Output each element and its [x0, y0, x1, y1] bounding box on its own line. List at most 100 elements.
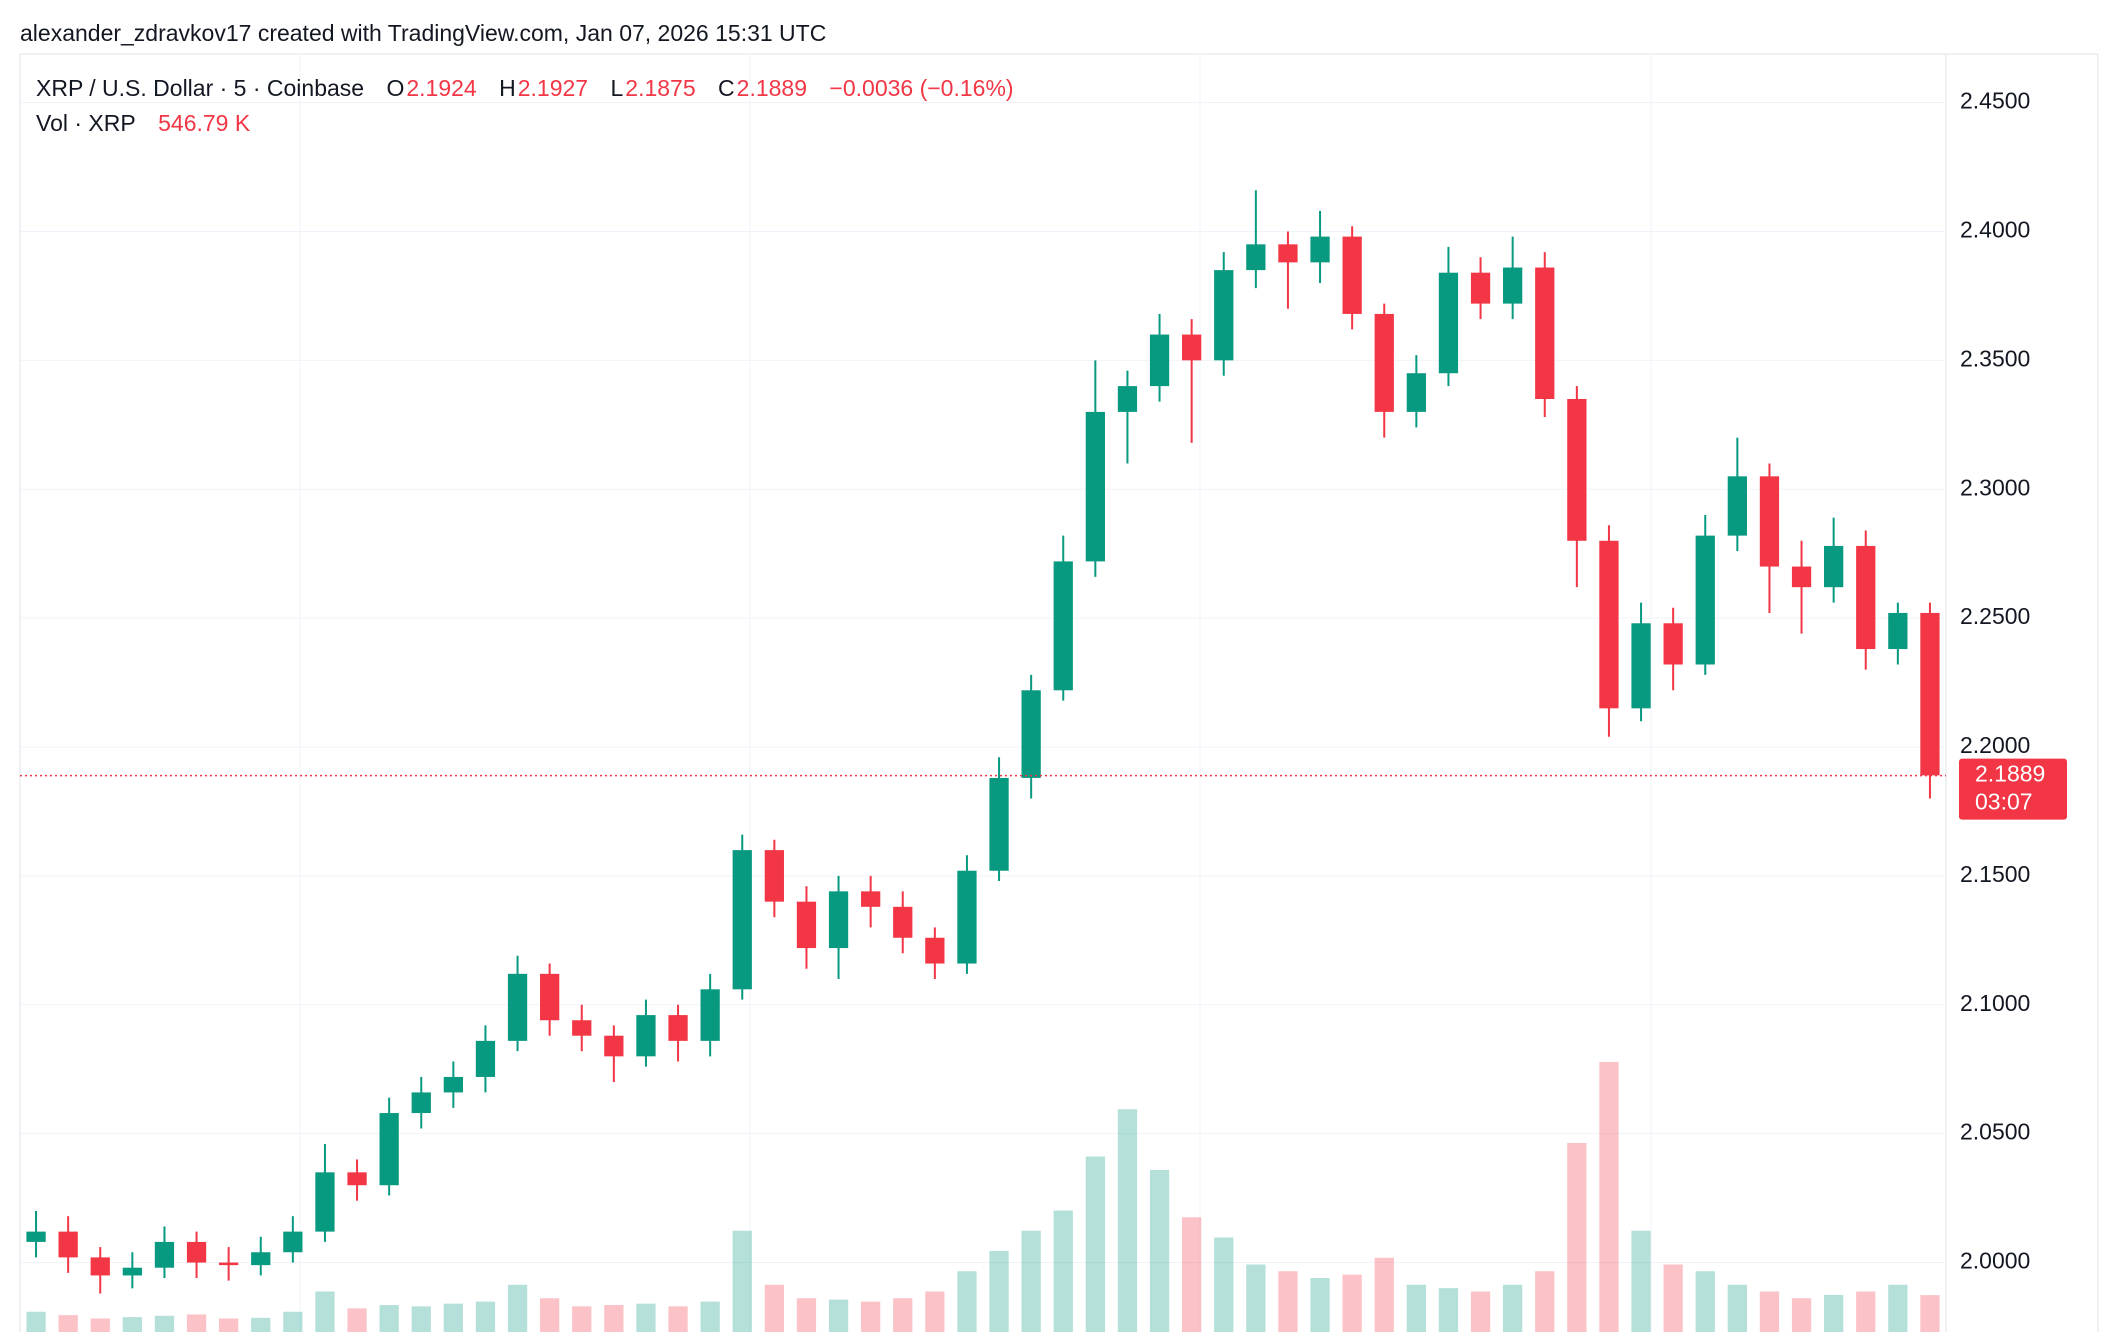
- volume-bar: [893, 1298, 913, 1332]
- y-tick-label: 2.3000: [1960, 474, 2030, 500]
- volume-bar: [957, 1271, 977, 1332]
- legend-c: C: [718, 75, 735, 101]
- volume-bar: [1727, 1284, 1747, 1332]
- candle-body: [1342, 236, 1362, 314]
- candle-body: [411, 1092, 431, 1114]
- candle-body: [1663, 623, 1683, 665]
- candle-body: [186, 1241, 207, 1263]
- candle-body: [90, 1257, 110, 1276]
- candle-body: [540, 973, 560, 1021]
- candle-body: [925, 937, 945, 964]
- candle-body: [989, 777, 1009, 871]
- volume-bar: [1214, 1237, 1234, 1332]
- candle-body: [796, 901, 817, 949]
- y-tick-label: 2.0500: [1960, 1119, 2030, 1145]
- candle-body: [1727, 476, 1747, 536]
- y-tick-label: 2.4000: [1960, 217, 2030, 243]
- volume-bar: [1920, 1295, 1940, 1332]
- candle-body: [58, 1231, 78, 1258]
- candle-body: [636, 1015, 656, 1057]
- candle-body: [1246, 244, 1266, 271]
- volume-bar: [1599, 1062, 1619, 1332]
- candle-body: [1791, 566, 1812, 588]
- header: alexander_zdravkov17 created with Tradin…: [20, 20, 827, 46]
- volume-bar: [315, 1291, 335, 1332]
- candle-body: [1824, 545, 1844, 588]
- candle-body: [1920, 612, 1940, 776]
- volume-bar: [443, 1303, 463, 1332]
- volume-bar: [122, 1317, 142, 1332]
- volume-bar: [540, 1298, 560, 1332]
- y-tick-label: 2.1000: [1960, 990, 2030, 1016]
- candle-body: [1695, 535, 1715, 665]
- candle-body: [443, 1076, 463, 1093]
- volume-bar: [283, 1311, 303, 1332]
- legend-l: L: [610, 75, 624, 101]
- candle-body: [1503, 267, 1523, 304]
- volume-legend: Vol · XRP 546.79 K: [36, 110, 252, 137]
- legend-h: H: [499, 75, 516, 101]
- candle-body: [700, 989, 720, 1041]
- volume-bar: [1695, 1271, 1715, 1332]
- candle-body: [1438, 272, 1459, 374]
- candle-body: [1053, 561, 1073, 691]
- candle-body: [475, 1040, 496, 1077]
- volume-bar: [925, 1291, 945, 1332]
- y-tick-label: 2.2000: [1960, 732, 2030, 758]
- volume-bar: [1278, 1271, 1298, 1332]
- volume-bar: [732, 1230, 752, 1332]
- volume-bar: [1053, 1210, 1073, 1332]
- candle-body: [283, 1231, 303, 1253]
- volume-bar: [1182, 1217, 1202, 1332]
- candle-body: [1599, 540, 1619, 709]
- candle-body: [1117, 386, 1138, 412]
- volume-bar: [1246, 1264, 1266, 1332]
- candle-body: [1888, 612, 1908, 650]
- chart-frame: [19, 53, 2099, 1332]
- candle-body: [315, 1172, 335, 1232]
- y-tick-label: 2.2500: [1960, 603, 2030, 629]
- candle-body: [764, 850, 784, 902]
- volume-bar: [604, 1305, 624, 1332]
- candle-body: [347, 1172, 367, 1186]
- volume-bar: [1824, 1294, 1844, 1332]
- volume-bar: [1791, 1298, 1812, 1332]
- volume-bar: [379, 1305, 399, 1332]
- symbol: XRP / U.S. Dollar · 5 · Coinbase: [36, 75, 365, 101]
- candle-body: [861, 891, 881, 907]
- volume-bar: [1503, 1284, 1523, 1332]
- candle-body: [1631, 623, 1651, 709]
- candle-body: [1535, 267, 1555, 399]
- y-tick-label: 2.0000: [1960, 1248, 2030, 1274]
- candle-body: [732, 850, 752, 990]
- volume-bar: [1021, 1230, 1041, 1332]
- candle-body: [1567, 399, 1587, 541]
- candle-body: [1759, 476, 1780, 567]
- volume-bar: [1438, 1288, 1459, 1332]
- legend-low: 2.1875: [625, 75, 696, 101]
- candle-body: [1149, 334, 1170, 387]
- candle-body: [1021, 690, 1041, 778]
- legend-high: 2.1927: [517, 75, 589, 101]
- volume-bar: [154, 1315, 175, 1332]
- volume-bar: [1310, 1278, 1330, 1332]
- volume-bar: [58, 1315, 78, 1332]
- volume-bar: [572, 1306, 592, 1332]
- volume-bar: [1149, 1170, 1170, 1332]
- candle-body: [572, 1020, 592, 1036]
- legend-open: 2.1924: [406, 75, 477, 101]
- candle-body: [604, 1035, 624, 1057]
- volume-bar: [796, 1298, 817, 1332]
- candle-body: [1856, 545, 1876, 650]
- candle-body: [26, 1231, 46, 1242]
- legend-close: 2.1889: [736, 75, 808, 101]
- volume-bar: [1117, 1109, 1138, 1332]
- volume-bar: [1663, 1264, 1683, 1332]
- candle-body: [1182, 334, 1202, 361]
- y-tick-label: 2.4500: [1960, 88, 2030, 114]
- volume-bar: [26, 1311, 46, 1332]
- volume-bar: [411, 1306, 431, 1332]
- volume-bar: [1342, 1274, 1362, 1332]
